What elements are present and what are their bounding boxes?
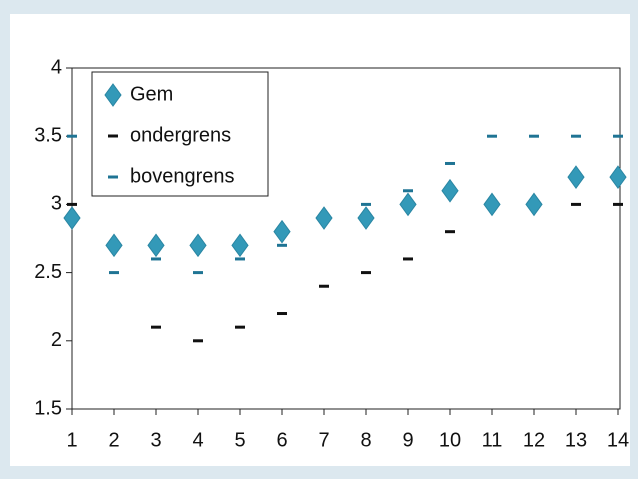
y-tick-label: 2.5: [34, 261, 62, 283]
x-tick-label: 8: [360, 429, 371, 451]
point: [105, 233, 123, 258]
x-tick-label: 14: [607, 429, 629, 451]
legend-label: Gem: [130, 83, 173, 105]
x-tick-label: 11: [482, 429, 503, 451]
point: [525, 192, 543, 217]
x-tick-label: 5: [234, 429, 245, 451]
point: [483, 192, 501, 217]
y-tick-label: 1.5: [34, 397, 62, 419]
point: [231, 233, 249, 258]
legend-marker: [104, 83, 122, 107]
point: [357, 206, 375, 230]
point: [189, 233, 207, 258]
point: [63, 206, 81, 230]
x-tick-label: 4: [192, 429, 203, 451]
x-tick-label: 9: [402, 429, 413, 451]
y-tick-label: 3.5: [34, 124, 62, 146]
x-tick-label: 12: [523, 429, 545, 451]
x-tick-label: 10: [439, 429, 461, 451]
point: [567, 165, 585, 189]
point: [315, 206, 333, 230]
x-tick-label: 3: [150, 429, 161, 451]
plot-frame: [71, 67, 621, 410]
legend-box: [91, 71, 269, 197]
point: [609, 165, 627, 189]
x-tick-label: 2: [108, 429, 119, 451]
x-tick-label: 1: [66, 429, 77, 451]
point: [273, 219, 291, 244]
legend-label: ondergrens: [130, 124, 231, 146]
point: [399, 192, 417, 217]
point: [147, 233, 165, 258]
y-tick-label: 4: [51, 56, 62, 78]
y-tick-label: 3: [51, 193, 62, 215]
x-tick-label: 13: [565, 429, 587, 451]
point: [441, 178, 459, 203]
legend-label: bovengrens: [130, 165, 235, 187]
x-tick-label: 6: [276, 429, 287, 451]
x-tick-label: 7: [318, 429, 329, 451]
y-tick-label: 2: [51, 329, 62, 351]
